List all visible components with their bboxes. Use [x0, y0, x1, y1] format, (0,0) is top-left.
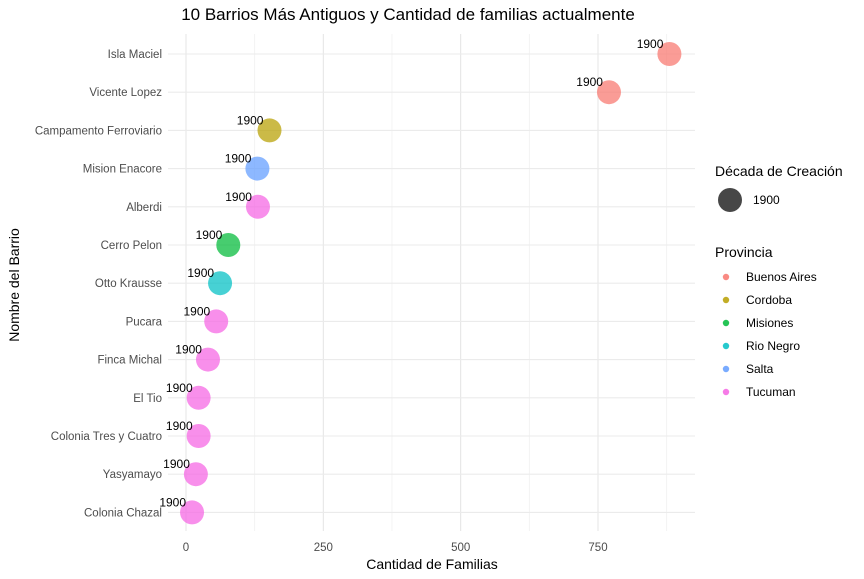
data-point — [596, 80, 621, 105]
grid — [168, 34, 695, 531]
legend-key — [722, 342, 730, 350]
y-tick-label: Colonia Tres y Cuatro — [51, 431, 162, 443]
data-label: 1900 — [237, 113, 264, 127]
x-tick-label: 0 — [183, 542, 189, 554]
data-label: 1900 — [163, 457, 190, 471]
data-point — [208, 271, 233, 296]
data-point — [216, 233, 241, 257]
data-point — [186, 385, 211, 410]
y-tick-label: Isla Maciel — [108, 49, 162, 61]
data-label: 1900 — [159, 495, 186, 509]
y-tick-label: Otto Krausse — [95, 278, 162, 290]
y-tick-label: Pucara — [126, 316, 163, 328]
size-legend-title: Década de Creación — [715, 163, 843, 179]
legend-key — [722, 273, 730, 281]
y-tick-label: Colonia Chazal — [84, 507, 162, 519]
legend-label: Cordoba — [746, 293, 792, 307]
y-tick-label: Vicente Lopez — [89, 87, 162, 99]
data-point — [245, 156, 270, 181]
data-point — [180, 500, 205, 525]
legend-label: Rio Negro — [746, 339, 800, 353]
size-legend-key — [718, 188, 742, 212]
y-tick-label: Alberdi — [126, 202, 162, 214]
y-tick-label: Cerro Pelon — [101, 240, 162, 252]
y-axis-title: Nombre del Barrio — [6, 228, 22, 342]
data-label: 1900 — [166, 419, 193, 433]
data-point — [186, 424, 211, 448]
data-label: 1900 — [576, 75, 603, 89]
y-tick-label: El Tio — [133, 393, 162, 405]
color-legend: Provincia Buenos Aires Cordoba Misiones Rio… — [715, 244, 817, 399]
legend-key — [722, 296, 730, 304]
legend-label: Tucuman — [746, 385, 796, 399]
data-point — [657, 42, 682, 66]
data-point — [204, 309, 229, 334]
data-point — [245, 194, 270, 219]
data-label: 1900 — [187, 266, 214, 280]
y-tick-label: Finca Michal — [97, 355, 162, 367]
y-tick-label: Mision Enacore — [83, 164, 162, 176]
y-tick-label: Yasyamayo — [103, 469, 162, 481]
legend-key — [722, 319, 730, 327]
legend-label: Buenos Aires — [746, 270, 817, 284]
legend-label: Misiones — [746, 316, 793, 330]
legend-key — [722, 388, 730, 396]
x-tick-label: 500 — [451, 542, 470, 554]
chart-title: 10 Barrios Más Antiguos y Cantidad de fa… — [181, 5, 635, 24]
color-legend-title: Provincia — [715, 244, 773, 260]
data-label: 1900 — [175, 343, 202, 357]
size-legend-label: 1900 — [753, 193, 780, 207]
data-labels: 1900 1900 1900 1900 1900 1900 1900 1900 1900 1900… — [159, 37, 663, 509]
x-tick-label: 250 — [314, 542, 333, 554]
data-label: 1900 — [637, 37, 664, 51]
data-point — [195, 347, 220, 372]
data-point — [257, 118, 282, 143]
data-label: 1900 — [166, 381, 193, 395]
y-tick-label: Campamento Ferroviario — [35, 125, 162, 137]
x-tick-label: 750 — [588, 542, 607, 554]
y-tick-labels: Isla Maciel Vicente Lopez Campamento Ferro… — [35, 49, 163, 519]
legend-label: Salta — [746, 362, 774, 376]
data-point — [183, 462, 208, 487]
data-points — [180, 42, 682, 525]
x-axis-title: Cantidad de Familias — [366, 556, 498, 572]
x-tick-labels: 0 250 500 750 — [183, 542, 608, 554]
size-legend: Década de Creación 1900 — [715, 163, 843, 212]
data-label: 1900 — [196, 228, 223, 242]
data-label: 1900 — [225, 152, 252, 166]
data-label: 1900 — [225, 190, 252, 204]
legend-key — [722, 365, 730, 373]
data-label: 1900 — [184, 304, 211, 318]
